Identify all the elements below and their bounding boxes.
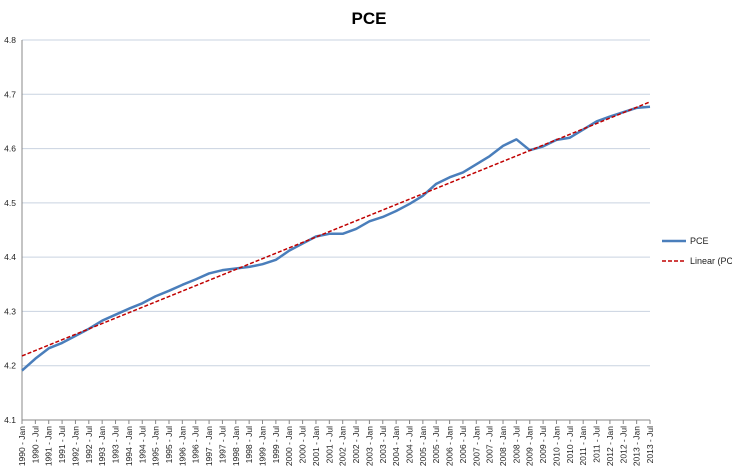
x-tick-label-24: 2002 - Jan [338,426,348,466]
series-line-linear-trend [21,101,651,357]
x-tick-label-8: 1994 - Jan [124,426,134,466]
x-tick-label-47: 2013 - Jul [645,426,655,463]
axes [21,40,650,421]
chart-title: PCE [352,9,387,28]
x-tick-label-0: 1990 - Jan [17,426,27,466]
series-line-pce [21,105,651,372]
legend: PCE Linear (PCI [662,236,732,266]
x-tick-label-9: 1994 - Jul [137,426,147,463]
x-tick-label-25: 2002 - Jul [351,426,361,463]
y-tick-label-2: 4.3 [4,306,16,316]
x-tick-label-44: 2012 - Jan [605,426,615,466]
x-axis-ticks: 1990 - Jan 1990 - Jul 1991 - Jan 1991 - Jul… [17,420,655,466]
x-tick-label-27: 2003 - Jul [378,426,388,463]
x-tick-label-37: 2008 - Jul [511,426,521,463]
x-tick-label-29: 2004 - Jul [404,426,414,463]
legend-label-linear: Linear (PCI [690,256,732,266]
x-tick-label-16: 1998 - Jan [231,426,241,466]
x-tick-label-10: 1995 - Jan [151,426,161,466]
x-tick-label-17: 1998 - Jul [244,426,254,463]
x-tick-label-31: 2005 - Jul [431,426,441,463]
x-tick-label-1: 1990 - Jul [30,426,40,463]
x-tick-label-11: 1995 - Jul [164,426,174,463]
x-tick-label-22: 2001 - Jan [311,426,321,466]
y-tick-label-3: 4.4 [4,252,16,262]
gridlines [22,39,650,421]
x-tick-label-18: 1999 - Jan [258,426,268,466]
x-tick-label-5: 1992 - Jul [84,426,94,463]
x-tick-label-2: 1991 - Jan [44,426,54,466]
x-tick-label-12: 1996 - Jan [177,426,187,466]
series-group [21,101,651,372]
y-axis-ticks: 4.1 4.2 4.3 4.4 4.5 4.6 4.7 4.8 [4,35,16,425]
x-tick-label-34: 2007 - Jan [471,426,481,466]
x-tick-label-13: 1996 - Jul [191,426,201,463]
y-tick-label-5: 4.6 [4,144,16,154]
x-tick-label-20: 2000 - Jan [284,426,294,466]
x-tick-label-36: 2008 - Jan [498,426,508,466]
x-tick-label-21: 2000 - Jul [298,426,308,463]
x-tick-label-28: 2004 - Jan [391,426,401,466]
x-tick-label-45: 2012 - Jul [618,426,628,463]
x-tick-label-3: 1991 - Jul [57,426,67,463]
x-tick-label-4: 1992 - Jan [70,426,80,466]
y-tick-label-1: 4.2 [4,361,16,371]
x-tick-label-26: 2003 - Jan [364,426,374,466]
x-tick-label-39: 2009 - Jul [538,426,548,463]
x-tick-label-15: 1997 - Jul [217,426,227,463]
x-tick-label-32: 2006 - Jan [445,426,455,466]
x-tick-label-30: 2005 - Jan [418,426,428,466]
y-tick-label-6: 4.7 [4,89,16,99]
y-tick-label-7: 4.8 [4,35,16,45]
x-tick-label-14: 1997 - Jan [204,426,214,466]
x-tick-label-38: 2009 - Jan [525,426,535,466]
x-tick-label-19: 1999 - Jul [271,426,281,463]
y-tick-label-4: 4.5 [4,198,16,208]
x-tick-label-43: 2011 - Jul [592,426,602,463]
y-tick-label-0: 4.1 [4,415,16,425]
x-tick-label-33: 2006 - Jul [458,426,468,463]
x-tick-label-35: 2007 - Jul [485,426,495,463]
x-tick-label-46: 2013 - Jan [632,426,642,466]
x-tick-label-6: 1993 - Jan [97,426,107,466]
legend-label-pce: PCE [690,236,709,246]
x-tick-label-40: 2010 - Jan [551,426,561,466]
x-tick-label-42: 2011 - Jan [578,426,588,466]
x-tick-label-7: 1993 - Jul [111,426,121,463]
x-tick-label-41: 2010 - Jul [565,426,575,463]
x-tick-label-23: 2001 - Jul [324,426,334,463]
